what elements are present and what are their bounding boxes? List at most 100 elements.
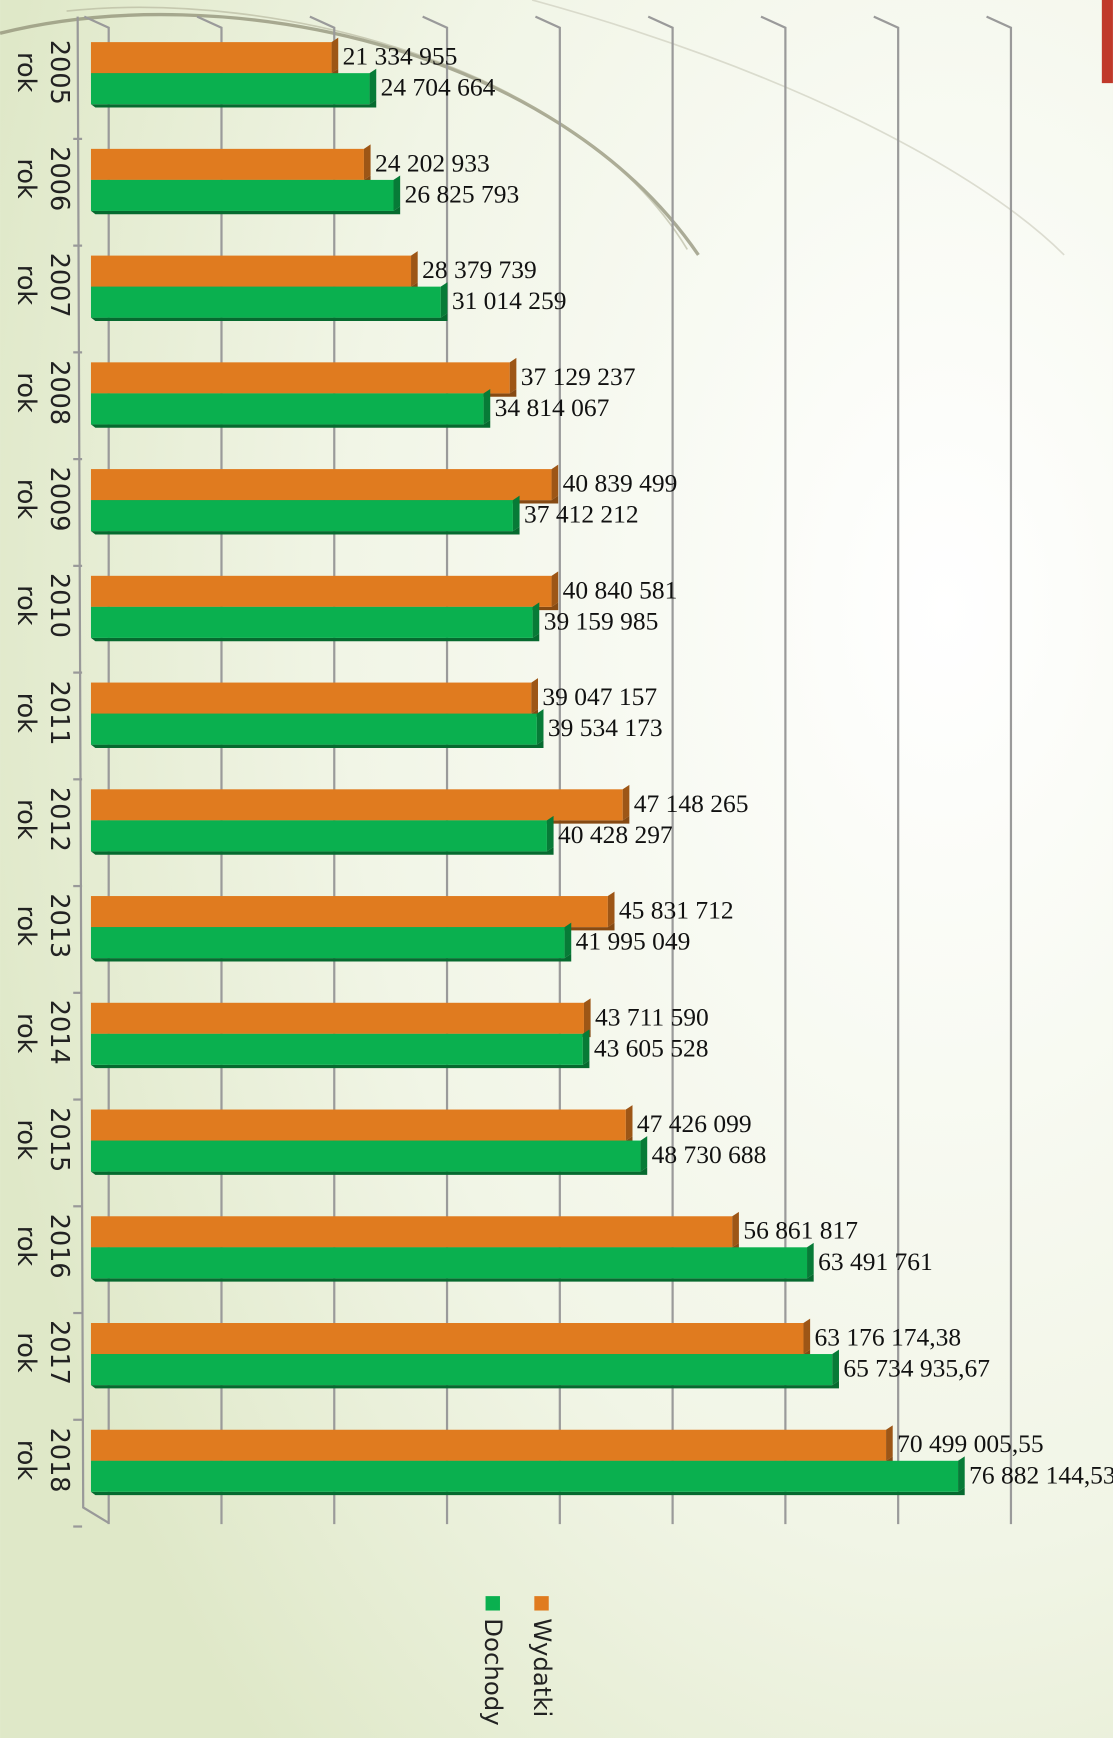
bar — [90, 1242, 814, 1282]
axis-wall — [76, 16, 110, 1524]
bar — [90, 678, 538, 717]
y-tick-label: 2005 rok — [11, 39, 74, 105]
data-label: 37 129 237 — [521, 362, 636, 391]
category-label-box: 2017 rok — [11, 1320, 74, 1386]
bar-shadow — [90, 1167, 648, 1175]
bar-face — [90, 469, 552, 501]
legend-label: Dochody — [479, 1618, 508, 1725]
bar — [90, 464, 559, 504]
bar-side — [832, 1349, 839, 1386]
bar — [90, 1029, 590, 1069]
bar-face — [90, 606, 533, 638]
grid-line — [873, 15, 900, 1525]
bar-side — [363, 144, 371, 180]
y-tick-label: 2012 rok — [11, 786, 74, 852]
bar — [90, 922, 572, 962]
bar-side — [732, 1211, 739, 1248]
data-label: 21 334 955 — [343, 42, 458, 71]
bar-shadow — [90, 953, 572, 962]
data-label: 26 825 793 — [405, 179, 520, 208]
y-tick-label: 2015 rok — [11, 1106, 74, 1172]
bar-side — [551, 464, 559, 501]
data-label: 41 995 049 — [576, 927, 691, 956]
category-label-box: 2007 rok — [11, 253, 73, 318]
bar — [90, 357, 517, 397]
category-label-box: 2014 rok — [11, 1000, 74, 1066]
bar-side — [583, 998, 591, 1034]
bar — [90, 144, 371, 184]
bar-face — [90, 789, 623, 821]
y-tick-label: 2017 rok — [11, 1320, 74, 1386]
bar-face — [90, 362, 510, 394]
y-tick-label: 2010 rok — [11, 573, 74, 639]
bar-face — [90, 179, 394, 211]
category-label-box: 2009 rok — [11, 467, 73, 532]
bar-side — [531, 678, 538, 714]
bar-side — [331, 37, 339, 74]
bar-face — [90, 820, 547, 852]
bar — [90, 602, 540, 642]
data-label: 48 730 688 — [652, 1140, 767, 1169]
data-label: 56 861 817 — [743, 1216, 858, 1245]
data-label: 34 814 067 — [495, 393, 610, 422]
bar-side — [622, 784, 630, 821]
bar-face — [90, 713, 537, 745]
bar-shadow — [90, 206, 401, 215]
bar — [90, 68, 377, 108]
bar-face — [90, 393, 484, 425]
data-label: 63 176 174,38 — [815, 1322, 962, 1351]
data-label: 39 534 173 — [548, 713, 663, 742]
legend-label: Wydatki — [528, 1618, 557, 1717]
category-label-box: 2006 rok — [11, 146, 73, 211]
data-label: 24 704 664 — [381, 73, 496, 102]
bar-shadow — [90, 1273, 814, 1282]
bar-face — [90, 1033, 583, 1065]
bar-shadow — [90, 846, 554, 855]
bar-side — [483, 388, 491, 425]
data-label: 43 711 590 — [595, 1002, 709, 1031]
bar-side — [411, 251, 418, 287]
bar-side — [582, 1029, 590, 1065]
bar — [90, 891, 615, 931]
bar-face — [90, 1323, 804, 1355]
bar — [90, 709, 544, 748]
data-label: 28 379 739 — [422, 255, 537, 284]
bar-side — [886, 1425, 893, 1461]
bar — [90, 571, 559, 611]
bar-side — [803, 1318, 811, 1355]
bar-shadow — [90, 99, 377, 108]
category-label-box: 2011 rok — [11, 680, 73, 745]
bar-face — [90, 286, 441, 318]
bar-side — [958, 1456, 965, 1492]
category-label-box: 2018 rok — [11, 1427, 73, 1492]
bar-shadow — [90, 633, 540, 642]
data-label: 39 159 985 — [544, 606, 659, 635]
bar-face — [90, 1354, 833, 1386]
y-tick-label: 2014 rok — [11, 1000, 74, 1066]
data-label: 43 605 528 — [594, 1033, 709, 1062]
decor-curve — [66, 6, 689, 250]
bar-side — [369, 68, 377, 105]
bar — [90, 251, 418, 290]
y-tick-label: 2016 rok — [11, 1213, 74, 1279]
bar-face — [90, 896, 608, 928]
category-label-box: 2010 rok — [11, 573, 74, 639]
data-label: 37 412 212 — [524, 500, 639, 529]
bar — [90, 998, 591, 1038]
data-label: 45 831 712 — [619, 896, 734, 925]
bar — [90, 175, 401, 215]
bar-face — [90, 927, 565, 959]
category-label-box: 2008 rok — [11, 360, 73, 425]
bar-side — [640, 1136, 648, 1172]
bar-face — [90, 148, 364, 180]
bar-face — [90, 1216, 733, 1248]
category-label-box: 2013 rok — [11, 894, 73, 959]
bar — [90, 815, 554, 855]
grid-line — [647, 15, 674, 1525]
bar-side — [532, 602, 540, 638]
bar — [90, 1105, 633, 1144]
bar-face — [90, 73, 370, 105]
bar-face — [90, 1002, 584, 1034]
